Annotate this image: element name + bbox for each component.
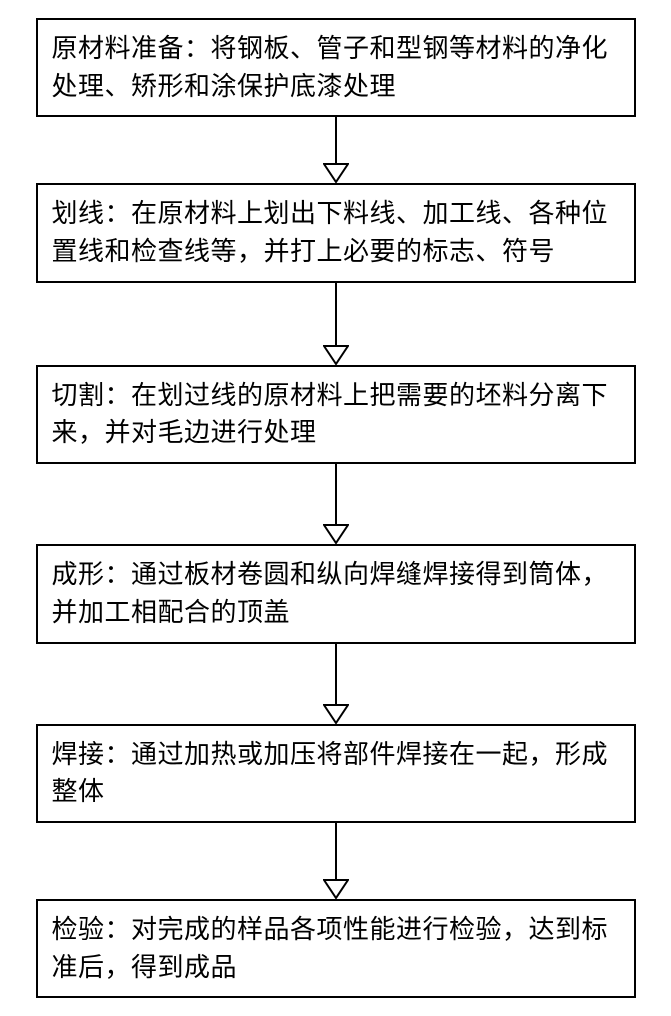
flowchart-container: 原材料准备：将钢板、管子和型钢等材料的净化处理、矫形和涂保护底漆处理 划线：在原… xyxy=(0,0,671,1016)
arrow-head-icon xyxy=(323,524,349,544)
arrow-head-icon xyxy=(323,163,349,183)
node-text: 原材料准备：将钢板、管子和型钢等材料的净化处理、矫形和涂保护底漆处理 xyxy=(52,34,609,101)
process-node: 成形：通过板材卷圆和纵向焊缝焊接得到筒体，并加工相配合的顶盖 xyxy=(36,544,636,643)
process-node: 检验：对完成的样品各项性能进行检验，达到标准后，得到成品 xyxy=(36,899,636,998)
flow-arrow xyxy=(323,644,349,724)
arrow-stem xyxy=(335,644,337,704)
node-text: 检验：对完成的样品各项性能进行检验，达到标准后，得到成品 xyxy=(52,915,609,982)
process-node: 划线：在原材料上划出下料线、加工线、各种位置线和检查线等，并打上必要的标志、符号 xyxy=(36,183,636,282)
node-text: 划线：在原材料上划出下料线、加工线、各种位置线和检查线等，并打上必要的标志、符号 xyxy=(52,199,609,266)
arrow-stem xyxy=(335,117,337,163)
node-text: 成形：通过板材卷圆和纵向焊缝焊接得到筒体，并加工相配合的顶盖 xyxy=(52,560,609,627)
flow-arrow xyxy=(323,117,349,183)
process-node: 原材料准备：将钢板、管子和型钢等材料的净化处理、矫形和涂保护底漆处理 xyxy=(36,18,636,117)
process-node: 切割：在划过线的原材料上把需要的坯料分离下来，并对毛边进行处理 xyxy=(36,365,636,464)
arrow-stem xyxy=(335,823,337,879)
flow-arrow xyxy=(323,283,349,365)
node-text: 切割：在划过线的原材料上把需要的坯料分离下来，并对毛边进行处理 xyxy=(52,381,609,448)
node-text: 焊接：通过加热或加压将部件焊接在一起，形成整体 xyxy=(52,740,609,807)
arrow-head-icon xyxy=(323,879,349,899)
arrow-head-icon xyxy=(323,345,349,365)
flow-arrow xyxy=(323,823,349,899)
arrow-head-icon xyxy=(323,704,349,724)
flow-arrow xyxy=(323,464,349,544)
arrow-stem xyxy=(335,283,337,345)
arrow-stem xyxy=(335,464,337,524)
process-node: 焊接：通过加热或加压将部件焊接在一起，形成整体 xyxy=(36,724,636,823)
